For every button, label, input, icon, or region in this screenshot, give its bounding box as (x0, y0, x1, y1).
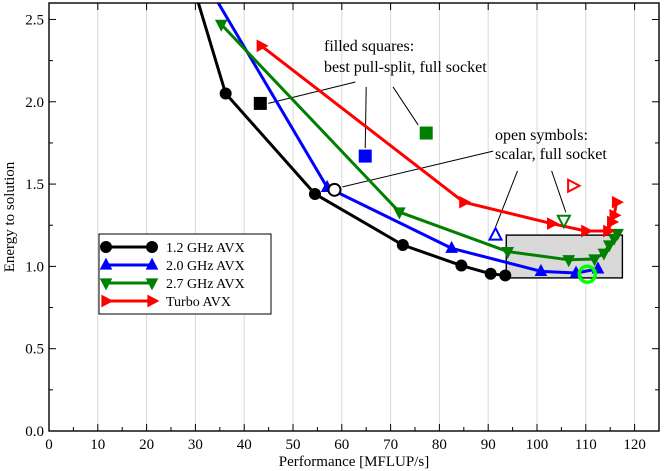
open-marker-0 (327, 182, 342, 197)
data-point-0-6 (499, 269, 512, 282)
legend-marker-left-3 (101, 294, 114, 308)
data-point-0-2 (308, 187, 321, 200)
y-tick-label-1: 0.5 (25, 342, 44, 358)
legend-marker-left-0 (100, 241, 112, 253)
filled-square-2 (419, 126, 433, 140)
data-point-2-8 (611, 228, 624, 241)
legend-label-2-0ghz: 2.0 GHz AVX (166, 259, 245, 274)
data-point-2-5 (597, 248, 611, 261)
axes: 0 10 20 30 40 50 60 70 80 90 100 110 120 0.0 0.5 1.0 1.5… (25, 3, 659, 453)
leader-line-2 (392, 86, 419, 126)
data-point-1-2 (445, 240, 458, 253)
data-point-1-3 (534, 263, 548, 276)
special-markers (253, 96, 598, 285)
legend-marker-left-1 (99, 257, 113, 270)
annotation-leaders (268, 81, 567, 228)
grid-lines (97, 3, 636, 431)
data-point-0-3 (396, 238, 409, 251)
y-tick-label-2: 1.0 (25, 259, 44, 275)
data-point-2-3 (562, 255, 576, 268)
leader-line-0 (268, 81, 356, 104)
annotation-filled-squares-line2: best pull-split, full socket (324, 59, 487, 76)
highlight-circle (577, 264, 598, 285)
open-marker-2 (556, 214, 572, 230)
legend-marker-left-2 (99, 278, 113, 291)
data-point-3-6 (609, 209, 622, 222)
x-tick-label-70: 70 (383, 437, 398, 453)
x-tick-label-50: 50 (286, 437, 301, 453)
data-point-3-4 (603, 224, 616, 238)
x-tick-label-90: 90 (481, 437, 496, 453)
legend-marker-right-1 (145, 257, 159, 270)
annotation-open-symbols-line2: scalar, full socket (495, 146, 607, 163)
x-tick-label-10: 10 (90, 437, 105, 453)
data-point-2-2 (501, 246, 515, 259)
y-tick-label-4: 2.0 (25, 95, 44, 111)
y-tick-label-3: 1.5 (25, 177, 44, 193)
x-tick-label-110: 110 (575, 437, 597, 453)
x-axis-label: Performance [MFLUP/s] (279, 454, 429, 470)
data-point-3-1 (459, 195, 472, 209)
legend-label-2-7ghz: 2.7 GHz AVX (166, 277, 245, 292)
leader-line-5 (551, 170, 567, 213)
data-point-0-4 (455, 259, 468, 272)
data-point-0-1 (219, 87, 232, 100)
x-tick-label-0: 0 (45, 437, 53, 453)
legend-marker-right-2 (145, 278, 159, 291)
x-tick-label-120: 120 (623, 437, 646, 453)
series-3 (256, 39, 624, 238)
series-2 (214, 19, 624, 268)
x-tick-label-60: 60 (334, 437, 349, 453)
x-tick-label-40: 40 (237, 437, 252, 453)
data-point-2-1 (393, 207, 406, 220)
data-point-0-5 (484, 267, 497, 280)
plot-frame (48, 2, 660, 432)
x-tick-label-80: 80 (432, 437, 447, 453)
leader-line-3 (342, 150, 494, 188)
data-point-3-7 (611, 195, 624, 209)
data-point-2-4 (588, 254, 601, 267)
x-tick-label-30: 30 (188, 437, 203, 453)
leader-line-4 (495, 170, 518, 228)
annotation-open-symbols-line1: open symbols: (495, 127, 588, 144)
data-point-2-6 (602, 240, 616, 253)
series-0 (196, 3, 512, 282)
x-tick-label-20: 20 (139, 437, 154, 453)
data-point-2-0 (214, 19, 228, 32)
legend-marker-right-0 (146, 241, 158, 253)
open-marker-3 (567, 178, 582, 194)
filled-square-0 (253, 96, 267, 110)
legend-marker-right-3 (147, 294, 160, 308)
legend: 1.2 GHz AVX 2.0 GHz AVX 2.7 GHz AVX Turb… (98, 233, 272, 315)
filled-square-1 (358, 149, 372, 163)
data-point-3-3 (581, 224, 594, 238)
x-tick-label-100: 100 (526, 437, 549, 453)
data-point-3-2 (547, 217, 560, 230)
legend-label-turbo: Turbo AVX (166, 295, 231, 310)
leader-line-1 (364, 86, 367, 149)
legend-label-1-2ghz: 1.2 GHz AVX (166, 241, 245, 256)
open-marker-1 (487, 226, 504, 241)
y-tick-label-0: 0.0 (25, 424, 44, 440)
y-tick-label-5: 2.5 (25, 12, 44, 28)
legend-samples (99, 241, 160, 308)
data-point-3-0 (256, 39, 269, 53)
annotation-filled-squares-line1: filled squares: (324, 38, 414, 55)
y-axis-label: Energy to solution (2, 161, 18, 272)
